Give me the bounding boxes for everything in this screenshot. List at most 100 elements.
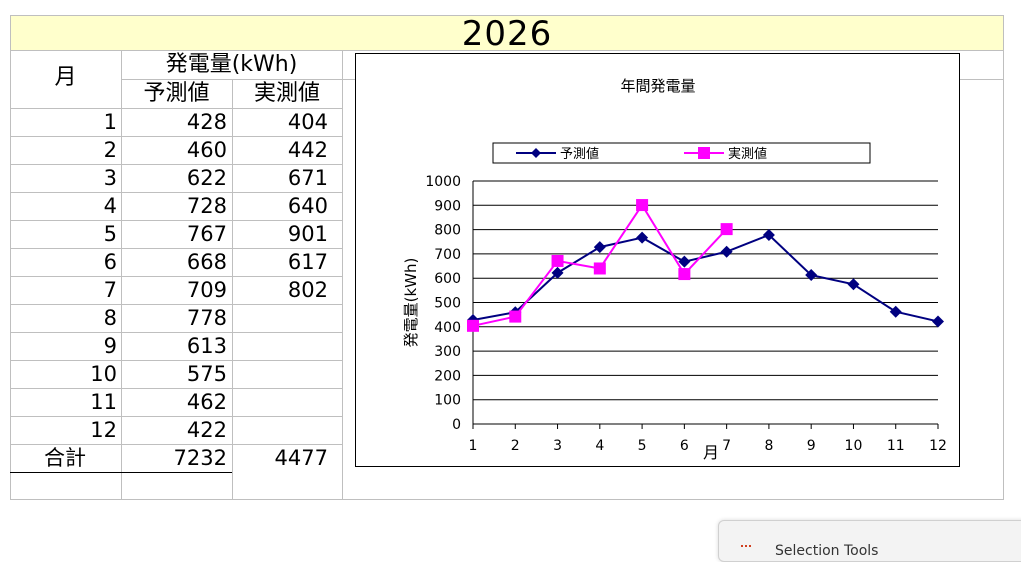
actual-cell[interactable] bbox=[232, 360, 328, 388]
data-point-marker bbox=[467, 319, 479, 332]
forecast-cell[interactable]: 462 bbox=[186, 390, 227, 414]
x-tick-label: 4 bbox=[595, 438, 604, 454]
forecast-cell[interactable]: 728 bbox=[186, 194, 227, 218]
legend-marker bbox=[698, 147, 710, 159]
forecast-cell[interactable]: 709 bbox=[186, 278, 227, 302]
actual-cell[interactable] bbox=[232, 304, 328, 332]
data-point-marker bbox=[762, 228, 775, 241]
y-tick-label: 700 bbox=[434, 247, 461, 263]
selection-tools-popup[interactable]: Selection Tools bbox=[718, 520, 1021, 562]
x-tick-label: 10 bbox=[845, 438, 863, 454]
y-tick-label: 900 bbox=[434, 198, 461, 214]
row-divider bbox=[10, 444, 342, 445]
actual-cell[interactable]: 671 bbox=[287, 166, 328, 190]
month-cell[interactable]: 12 bbox=[90, 418, 117, 442]
month-cell[interactable]: 8 bbox=[103, 306, 117, 330]
data-point-marker bbox=[678, 268, 691, 281]
row-divider bbox=[10, 332, 342, 333]
forecast-cell[interactable]: 575 bbox=[186, 362, 227, 386]
actual-cell[interactable]: 901 bbox=[287, 222, 328, 246]
month-cell[interactable]: 3 bbox=[103, 166, 117, 190]
month-cell[interactable]: 4 bbox=[103, 194, 117, 218]
month-cell[interactable]: 5 bbox=[103, 222, 117, 246]
row-divider bbox=[10, 192, 342, 193]
actual-cell[interactable]: 617 bbox=[287, 250, 328, 274]
y-tick-label: 200 bbox=[434, 368, 461, 384]
annual-generation-chart[interactable]: 年間発電量 0 100 200 300 400 500 600 700 800 900 1000 1 2 3… bbox=[355, 53, 960, 467]
month-cell[interactable]: 11 bbox=[90, 390, 117, 414]
total-label[interactable]: 合計 bbox=[44, 446, 86, 470]
month-cell[interactable]: 10 bbox=[90, 362, 117, 386]
actual-cell[interactable]: 802 bbox=[287, 278, 328, 302]
row-divider bbox=[10, 416, 342, 417]
month-cell[interactable]: 7 bbox=[103, 278, 117, 302]
y-tick-label: 100 bbox=[434, 393, 461, 409]
forecast-cell[interactable]: 767 bbox=[186, 222, 227, 246]
forecast-cell[interactable]: 428 bbox=[186, 110, 227, 134]
forecast-cell[interactable]: 622 bbox=[186, 166, 227, 190]
month-cell[interactable]: 6 bbox=[103, 250, 117, 274]
row-divider bbox=[10, 220, 342, 221]
chart-title: 年間発電量 bbox=[620, 77, 695, 95]
data-point-marker bbox=[551, 266, 564, 279]
actual-cell[interactable] bbox=[232, 388, 328, 416]
row-divider bbox=[10, 276, 342, 277]
selection-tools-icon bbox=[741, 545, 751, 553]
y-tick-label: 0 bbox=[452, 417, 461, 433]
y-tick-label: 600 bbox=[434, 271, 461, 287]
chart-legend bbox=[492, 142, 871, 164]
legend-label: 予測値 bbox=[560, 146, 599, 162]
x-tick-label: 1 bbox=[469, 438, 478, 454]
month-header[interactable]: 月 bbox=[54, 65, 77, 90]
data-point-marker bbox=[636, 231, 649, 244]
row-divider bbox=[10, 360, 342, 361]
forecast-header[interactable]: 予測値 bbox=[143, 81, 210, 106]
actual-cell[interactable]: 640 bbox=[287, 194, 328, 218]
column-divider bbox=[232, 79, 233, 500]
data-point-marker bbox=[932, 315, 944, 328]
data-point-marker bbox=[636, 199, 649, 212]
year-title[interactable]: 2026 bbox=[10, 15, 1004, 52]
actual-cell[interactable]: 442 bbox=[287, 138, 328, 162]
month-cell[interactable]: 2 bbox=[103, 138, 117, 162]
column-divider bbox=[342, 51, 343, 500]
series-line bbox=[472, 233, 939, 323]
row-divider bbox=[10, 304, 342, 305]
month-cell[interactable]: 9 bbox=[103, 334, 117, 358]
data-point-marker bbox=[889, 305, 902, 318]
actual-cell[interactable] bbox=[232, 416, 328, 444]
total-forecast[interactable]: 7232 bbox=[173, 446, 227, 470]
forecast-cell[interactable]: 613 bbox=[186, 334, 227, 358]
forecast-cell[interactable]: 668 bbox=[186, 250, 227, 274]
popup-label: Selection Tools bbox=[775, 543, 879, 559]
y-axis-label: 発電量(kWh) bbox=[402, 258, 420, 348]
y-tick-label: 800 bbox=[434, 223, 461, 239]
x-tick-label: 5 bbox=[638, 438, 647, 454]
data-point-marker bbox=[805, 269, 818, 282]
actual-header[interactable]: 実測値 bbox=[253, 81, 320, 106]
month-cell[interactable]: 1 bbox=[103, 110, 117, 134]
total-underline bbox=[10, 472, 232, 473]
row-divider bbox=[10, 388, 342, 389]
actual-cell[interactable]: 404 bbox=[287, 110, 328, 134]
x-tick-label: 2 bbox=[511, 438, 520, 454]
x-tick-label: 6 bbox=[680, 438, 689, 454]
actual-cell[interactable] bbox=[232, 332, 328, 360]
y-tick-label: 1000 bbox=[425, 174, 461, 190]
y-tick-label: 500 bbox=[434, 296, 461, 312]
sheet-grid bbox=[10, 51, 1004, 500]
data-point-marker bbox=[847, 278, 860, 291]
forecast-cell[interactable]: 422 bbox=[186, 418, 227, 442]
x-tick-label: 8 bbox=[764, 438, 773, 454]
data-point-marker bbox=[551, 254, 564, 267]
row-divider bbox=[10, 248, 342, 249]
x-tick-label: 9 bbox=[807, 438, 816, 454]
forecast-cell[interactable]: 460 bbox=[186, 138, 227, 162]
legend-label: 実測値 bbox=[728, 146, 767, 162]
forecast-cell[interactable]: 778 bbox=[186, 306, 227, 330]
data-point-marker bbox=[593, 241, 606, 254]
x-tick-label: 3 bbox=[553, 438, 562, 454]
total-actual[interactable]: 4477 bbox=[274, 446, 328, 470]
generation-header[interactable]: 発電量(kWh) bbox=[165, 52, 298, 77]
